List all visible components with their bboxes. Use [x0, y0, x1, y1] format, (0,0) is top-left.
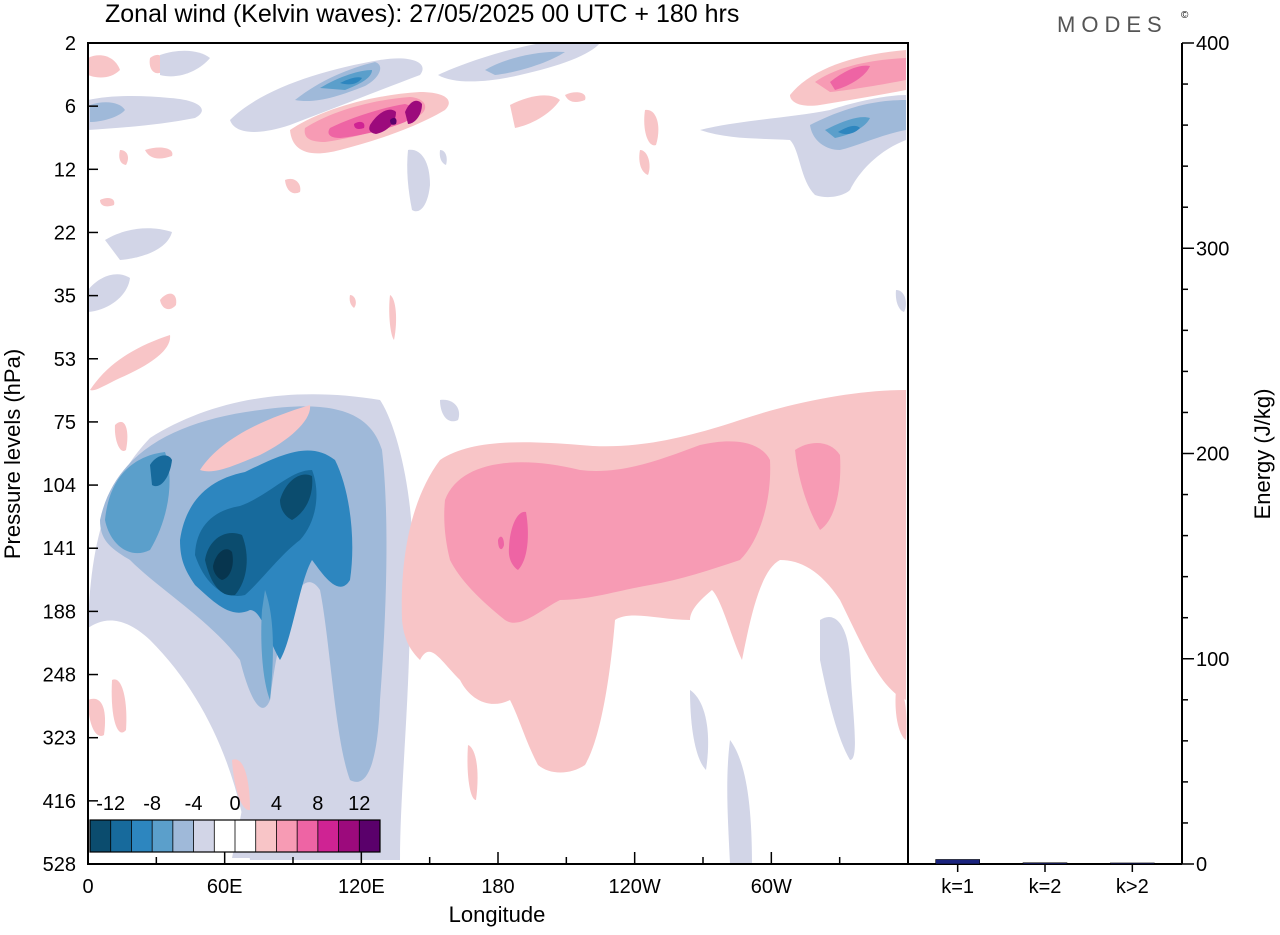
colorbar: -12 -8 -4 0 4 8 12 — [89, 793, 381, 853]
y-tick-label: 104 — [43, 475, 76, 497]
energy-tick-label: 100 — [1196, 649, 1229, 671]
y-tick-label: 141 — [43, 538, 76, 560]
energy-tick-label: 400 — [1196, 33, 1229, 55]
chart-title: Zonal wind (Kelvin waves): 27/05/2025 00… — [105, 0, 739, 28]
y-tick-label: 528 — [43, 854, 76, 876]
energy-bar — [935, 859, 980, 865]
energy-bar — [1022, 862, 1068, 865]
y-tick-label: 22 — [54, 222, 76, 244]
colorbar-swatch — [90, 820, 112, 852]
energy-tick-label: 300 — [1196, 238, 1229, 260]
energy-axis: 0 100 200 300 400 — [1182, 33, 1229, 876]
colorbar-label: 12 — [348, 793, 370, 815]
colorbar-swatch — [110, 820, 132, 852]
modes-logo: MODES — [1057, 12, 1168, 37]
y-tick-label: 53 — [54, 349, 76, 371]
upper-bands — [88, 43, 906, 198]
y-tick-label: 75 — [54, 412, 76, 434]
x-tick-label: 120W — [609, 876, 661, 898]
colorbar-swatch — [235, 820, 257, 852]
colorbar-swatch — [214, 820, 236, 852]
y-axis-label: Pressure levels (hPa) — [0, 349, 25, 559]
x-tick-label: 0 — [82, 876, 93, 898]
colorbar-swatch — [297, 820, 319, 852]
energy-bars — [935, 859, 1155, 865]
colorbar-swatch — [131, 820, 153, 852]
colorbar-swatch — [152, 820, 174, 852]
y-tick-label: 2 — [65, 33, 76, 55]
x-tick-label: 180 — [481, 876, 514, 898]
y-tick-label: 6 — [65, 96, 76, 118]
colorbar-swatch — [317, 820, 340, 852]
colorbar-swatch — [359, 820, 381, 852]
logo-mark: © — [1181, 10, 1189, 21]
energy-category-label: k=2 — [1029, 876, 1062, 898]
positive-anomaly-lower — [401, 390, 906, 773]
colorbar-swatch — [276, 820, 298, 852]
y-tick-label: 248 — [43, 665, 76, 687]
zonal-wind-field — [88, 43, 908, 864]
x-tick-label: 60W — [751, 876, 792, 898]
colorbar-label: 8 — [312, 793, 323, 815]
x-tick-label: 120E — [338, 876, 385, 898]
energy-axis-label: Energy (J/kg) — [1250, 389, 1275, 520]
y-tick-label: 35 — [54, 286, 76, 308]
energy-bar — [1110, 862, 1155, 865]
energy-category-label: k>2 — [1116, 876, 1149, 898]
longitude-axis: 0 60E 120E 180 120W 60W — [82, 852, 909, 898]
positive-anomaly-streaks — [88, 109, 907, 811]
y-tick-label: 188 — [43, 601, 76, 623]
colorbar-label: 0 — [229, 793, 240, 815]
colorbar-swatch — [172, 820, 195, 852]
pressure-axis: 2 6 12 22 35 53 75 104 141 188 248 323 416 528 — [43, 33, 98, 876]
energy-panel: 0 100 200 300 400 k=1 k=2 k>2 — [908, 33, 1229, 898]
colorbar-label: -4 — [185, 793, 203, 815]
y-tick-label: 416 — [43, 791, 76, 813]
colorbar-label: -8 — [143, 793, 161, 815]
energy-categories: k=1 k=2 k>2 — [941, 864, 1149, 898]
x-axis-label: Longitude — [449, 902, 546, 927]
colorbar-label: 4 — [271, 793, 282, 815]
x-tick-label: 60E — [207, 876, 243, 898]
colorbar-swatch — [338, 820, 360, 852]
y-tick-label: 323 — [43, 728, 76, 750]
colorbar-swatch — [193, 820, 215, 852]
colorbar-swatch — [255, 820, 277, 852]
energy-tick-label: 0 — [1196, 854, 1207, 876]
energy-tick-label: 200 — [1196, 444, 1229, 466]
colorbar-label: -12 — [96, 793, 125, 815]
energy-category-label: k=1 — [941, 876, 974, 898]
y-tick-label: 12 — [54, 159, 76, 181]
